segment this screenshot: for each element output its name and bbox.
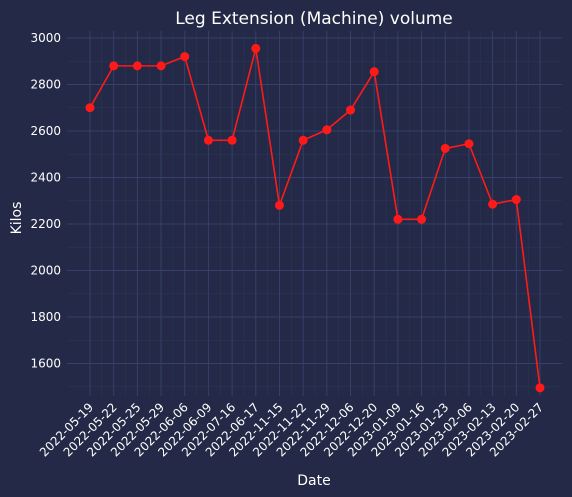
data-point (417, 215, 426, 224)
data-point (441, 144, 450, 153)
data-point (157, 61, 166, 70)
y-tick-label: 2000 (30, 263, 61, 277)
data-point (299, 136, 308, 145)
data-point (109, 61, 118, 70)
grid (67, 31, 562, 396)
y-tick-label: 1600 (30, 356, 61, 370)
data-point (370, 67, 379, 76)
y-tick-label: 3000 (30, 31, 61, 45)
chart-title: Leg Extension (Machine) volume (175, 9, 453, 29)
data-point (346, 106, 355, 115)
data-point (512, 195, 521, 204)
y-axis-title: Kilos (9, 202, 25, 235)
y-tick-label: 2600 (30, 124, 61, 138)
data-point (251, 44, 260, 53)
data-point (393, 215, 402, 224)
x-axis-ticks: 2022-05-192022-05-222022-05-252022-05-29… (37, 400, 546, 459)
data-point (275, 201, 284, 210)
data-point (322, 125, 331, 134)
y-tick-label: 2800 (30, 77, 61, 91)
data-point (488, 200, 497, 209)
data-point (133, 61, 142, 70)
data-point (536, 383, 545, 392)
data-point (228, 136, 237, 145)
data-point (464, 139, 473, 148)
x-axis-title: Date (297, 473, 330, 489)
y-tick-label: 1800 (30, 310, 61, 324)
y-axis-ticks: 1600 1800 2000 2200 2400 2600 2800 3000 (30, 31, 61, 370)
data-point (204, 136, 213, 145)
y-tick-label: 2400 (30, 170, 61, 184)
y-tick-label: 2200 (30, 217, 61, 231)
data-point (180, 52, 189, 61)
data-point (86, 103, 95, 112)
